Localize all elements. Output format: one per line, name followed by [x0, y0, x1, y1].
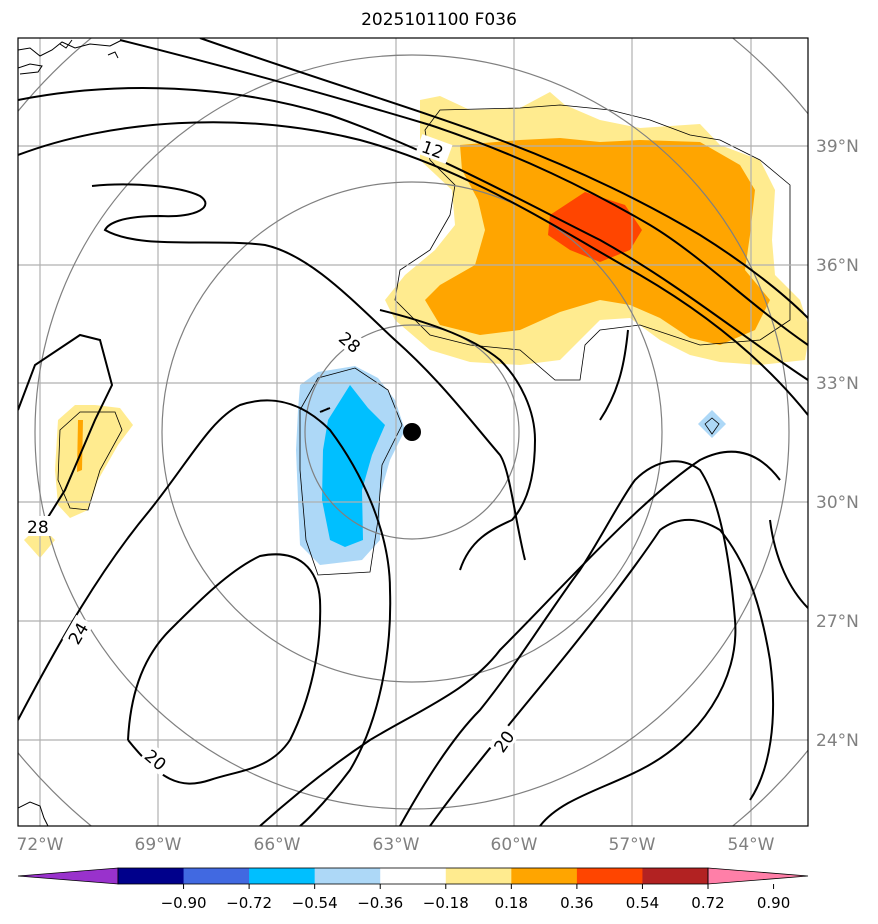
colorbar-segment [380, 868, 447, 884]
colorbar-segment [183, 868, 250, 884]
lon-label: 60°W [491, 835, 538, 855]
colorbar-segment [249, 868, 316, 884]
colorbar-outline [117, 867, 709, 885]
colorbar-segment [118, 868, 185, 884]
graticule [18, 38, 808, 826]
colorbar-tick-label: 0.54 [626, 894, 659, 912]
colorbar-tick-label: −0.72 [226, 894, 272, 912]
lon-label: 66°W [254, 835, 301, 855]
colorbar: −0.90 −0.72 −0.54 −0.36 −0.18 0.18 0.36 0.54 0.7… [17, 867, 809, 912]
lat-label: 36°N [816, 256, 859, 276]
contours [18, 38, 808, 826]
colorbar-tick-label: −0.54 [292, 894, 338, 912]
colorbar-tick-label: −0.18 [423, 894, 469, 912]
storm-center-marker [403, 423, 421, 441]
longitude-labels: 72°W 69°W 66°W 63°W 60°W 57°W 54°W [17, 835, 775, 855]
positive-shading [24, 92, 808, 558]
shade-red-ne [548, 192, 642, 262]
colorbar-tick-label: 0.90 [757, 894, 790, 912]
shade-yellow-west [55, 405, 133, 518]
coastline [18, 39, 123, 826]
map-title: 2025101100 F036 [361, 10, 517, 30]
latitude-labels: 39°N 36°N 33°N 30°N 27°N 24°N [816, 137, 859, 751]
colorbar-tick-label: −0.36 [357, 894, 403, 912]
lon-label: 69°W [135, 835, 182, 855]
lat-label: 33°N [816, 374, 859, 394]
colorbar-arrow-low [17, 867, 119, 885]
map-frame [17, 37, 809, 827]
colorbar-arrow-high [707, 867, 809, 885]
lat-label: 30°N [816, 493, 859, 513]
contour-label-28-west: 28 [27, 518, 49, 538]
colorbar-segment [445, 868, 512, 884]
lon-label: 54°W [728, 835, 775, 855]
lat-label: 27°N [816, 612, 859, 632]
colorbar-segment [576, 868, 643, 884]
lat-label: 24°N [816, 731, 859, 751]
shade-orange-west [77, 420, 83, 472]
colorbar-tick-label: 0.72 [691, 894, 724, 912]
lon-label: 57°W [609, 835, 656, 855]
lat-label: 39°N [816, 137, 859, 157]
colorbar-tick-label: 0.18 [495, 894, 528, 912]
colorbar-segment [314, 868, 381, 884]
colorbar-tick-label: −0.90 [161, 894, 207, 912]
lon-label: 72°W [17, 835, 64, 855]
colorbar-segment [511, 868, 578, 884]
colorbar-tick-label: 0.36 [560, 894, 593, 912]
negative-shading [296, 366, 726, 565]
lon-label: 63°W [373, 835, 420, 855]
shade-lightblue-east [698, 410, 726, 438]
colorbar-segment [642, 868, 709, 884]
